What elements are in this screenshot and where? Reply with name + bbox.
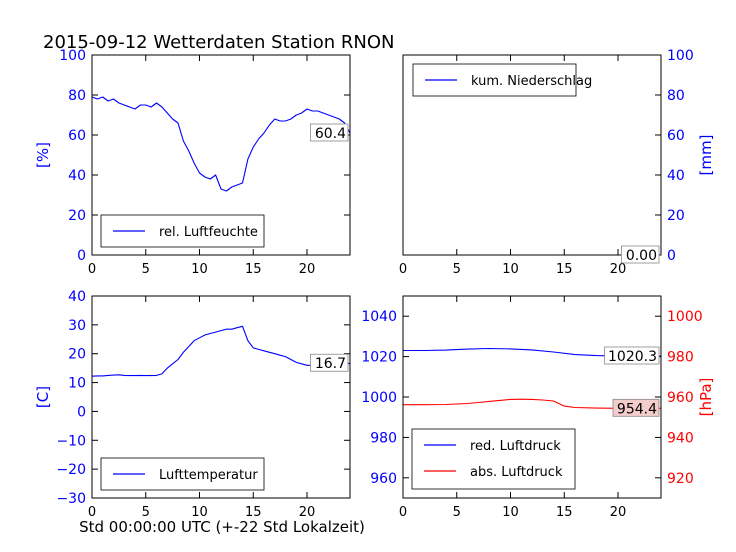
y-tick-label: 60 bbox=[667, 128, 685, 144]
humidity-panel: 0 5 10 15 20 0 20 40 60 80 100 [%] 60.4 rel. Luftfeuc… bbox=[34, 48, 351, 277]
y-tick-label: 100 bbox=[667, 48, 694, 64]
y-tick-label: 980 bbox=[370, 430, 397, 446]
series-line bbox=[91, 96, 351, 192]
annotation-label: 1020.3 bbox=[608, 349, 657, 365]
plot-frame bbox=[402, 295, 662, 499]
y-tick-label: 0 bbox=[77, 404, 86, 420]
annotation-label: 16.7 bbox=[315, 356, 346, 372]
legend-label: kum. Niederschlag bbox=[471, 74, 592, 89]
annotation-label: 60.4 bbox=[315, 126, 346, 142]
y-axis-label: [hPa] bbox=[697, 378, 715, 417]
x-tick-label: 10 bbox=[191, 505, 208, 520]
x-tick-label: 15 bbox=[245, 505, 262, 520]
y-axis-label: [mm] bbox=[697, 135, 715, 176]
y-right-tick-label: 980 bbox=[667, 350, 694, 366]
chart-title: 2015-09-12 Wetterdaten Station RNON bbox=[43, 32, 394, 53]
annotation-box bbox=[604, 346, 660, 365]
y-tick-label: 100 bbox=[59, 48, 86, 64]
x-tick-label: 20 bbox=[299, 262, 316, 277]
y-tick-label: 80 bbox=[667, 88, 685, 104]
footer-xlabel: Std 00:00:00 UTC (+-22 Std Lokalzeit) bbox=[79, 518, 365, 536]
y-tick-label: 40 bbox=[667, 168, 685, 184]
annotation-label: 0.00 bbox=[626, 248, 657, 264]
y-tick-label: −30 bbox=[56, 491, 86, 507]
x-tick-label: 10 bbox=[502, 262, 519, 277]
x-tick-label: 15 bbox=[556, 505, 573, 520]
y-tick-label: 30 bbox=[68, 318, 86, 334]
x-tick-label: 5 bbox=[142, 262, 150, 277]
x-tick-label: 20 bbox=[610, 262, 627, 277]
y-tick-label: 10 bbox=[68, 376, 86, 392]
plot-frame bbox=[91, 54, 351, 256]
y-tick-label: −10 bbox=[56, 433, 86, 449]
x-tick-label: 10 bbox=[502, 505, 519, 520]
plot-frame bbox=[402, 54, 662, 256]
y-tick-label: 1040 bbox=[361, 309, 397, 325]
series-line bbox=[91, 325, 351, 377]
x-tick-label: 20 bbox=[610, 505, 627, 520]
y-tick-label: 20 bbox=[68, 347, 86, 363]
temperature-panel: 0 5 10 15 20 −30 −20 −10 0 10 20 30 40 [C] 16.7 Lufttem… bbox=[34, 289, 351, 520]
y-tick-label: 40 bbox=[68, 168, 86, 184]
precipitation-panel: 0 5 10 15 20 0 20 40 60 80 100 [mm] 0.00 kum. Nieders… bbox=[399, 48, 715, 277]
x-tick-label: 15 bbox=[556, 262, 573, 277]
x-tick-label: 20 bbox=[299, 505, 316, 520]
annotation-label: 954.4 bbox=[617, 401, 657, 417]
pressure-panel: 0 5 10 15 20 960 980 1000 1020 1040 920 940 960 980 10… bbox=[361, 295, 715, 520]
y-tick-label: 0 bbox=[77, 248, 86, 264]
y-tick-label: 20 bbox=[68, 208, 86, 224]
y-tick-label: 60 bbox=[68, 128, 86, 144]
y-right-tick-label: 920 bbox=[667, 471, 694, 487]
y-tick-label: 1020 bbox=[361, 350, 397, 366]
x-tick-label: 0 bbox=[88, 505, 96, 520]
y-right-tick-label: 960 bbox=[667, 390, 694, 406]
annotation-box bbox=[612, 398, 660, 417]
x-tick-label: 15 bbox=[245, 262, 262, 277]
y-tick-label: 40 bbox=[68, 289, 86, 305]
x-tick-label: 5 bbox=[453, 505, 461, 520]
y-right-tick-label: 1000 bbox=[667, 309, 703, 325]
x-tick-label: 0 bbox=[399, 262, 407, 277]
legend-label: Lufttemperatur bbox=[159, 468, 258, 483]
x-tick-label: 0 bbox=[88, 262, 96, 277]
x-tick-label: 0 bbox=[399, 505, 407, 520]
y-tick-label: 1000 bbox=[361, 390, 397, 406]
annotation-box bbox=[621, 245, 660, 264]
y-tick-label: 0 bbox=[667, 248, 676, 264]
y-tick-label: −20 bbox=[56, 462, 86, 478]
x-tick-label: 5 bbox=[453, 262, 461, 277]
y-axis-label: [%] bbox=[34, 142, 52, 168]
plot-frame bbox=[91, 295, 351, 499]
legend-label: abs. Luftdruck bbox=[470, 465, 563, 480]
annotation-box bbox=[309, 123, 349, 142]
y-tick-label: 80 bbox=[68, 88, 86, 104]
y-right-tick-label: 940 bbox=[667, 430, 694, 446]
x-tick-label: 5 bbox=[142, 505, 150, 520]
y-tick-label: 20 bbox=[667, 208, 685, 224]
x-tick-label: 10 bbox=[191, 262, 208, 277]
legend-box bbox=[411, 428, 576, 490]
series-line bbox=[403, 398, 661, 409]
annotation-box bbox=[309, 353, 349, 372]
legend-label: red. Luftdruck bbox=[470, 439, 561, 454]
y-axis-label: [C] bbox=[34, 386, 52, 408]
y-tick-label: 960 bbox=[370, 471, 397, 487]
legend-label: rel. Luftfeuchte bbox=[159, 225, 258, 240]
